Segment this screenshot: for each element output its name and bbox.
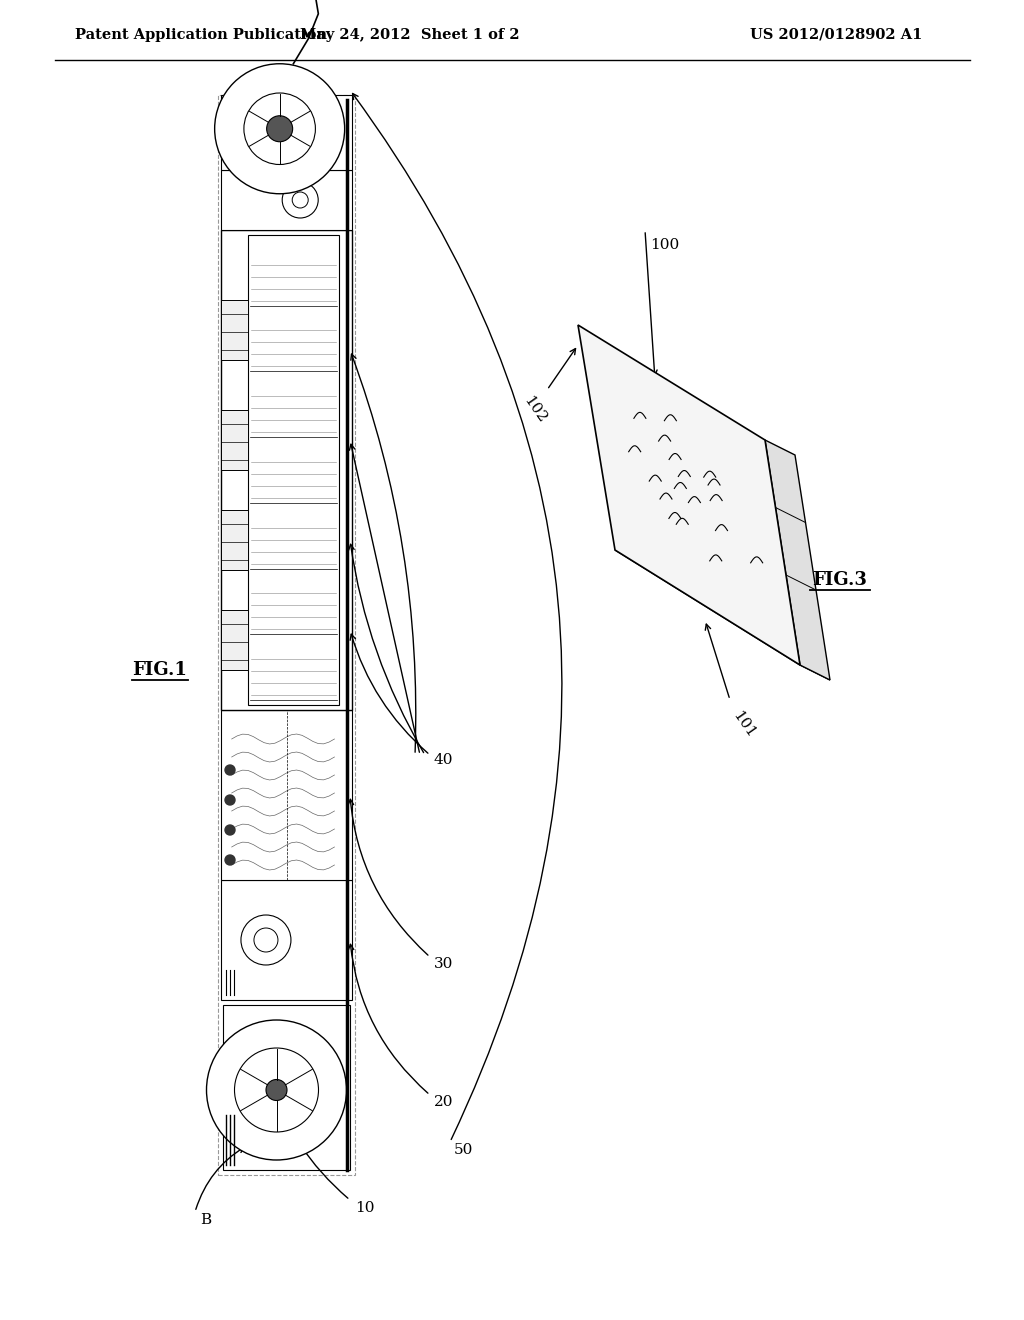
- Circle shape: [207, 1020, 346, 1160]
- Circle shape: [292, 191, 308, 209]
- Text: 20: 20: [434, 1096, 454, 1109]
- Text: B: B: [200, 1213, 211, 1228]
- Text: FIG.1: FIG.1: [132, 661, 187, 678]
- Text: 100: 100: [650, 238, 679, 252]
- Circle shape: [241, 915, 291, 965]
- Text: 30: 30: [434, 957, 454, 972]
- Text: 10: 10: [355, 1201, 375, 1214]
- Circle shape: [215, 63, 345, 194]
- Bar: [221, 610, 249, 671]
- Text: FIG.3: FIG.3: [813, 572, 867, 589]
- Bar: [218, 95, 355, 1175]
- Text: 50: 50: [454, 1143, 473, 1158]
- Circle shape: [266, 1080, 287, 1101]
- Bar: [221, 300, 249, 360]
- Bar: [221, 95, 352, 170]
- Circle shape: [225, 766, 234, 775]
- Bar: [221, 230, 352, 710]
- Bar: [221, 411, 249, 470]
- Text: Patent Application Publication: Patent Application Publication: [75, 28, 327, 42]
- Circle shape: [225, 855, 234, 865]
- Polygon shape: [615, 550, 830, 680]
- Bar: [223, 1005, 350, 1170]
- Bar: [248, 235, 339, 705]
- Bar: [221, 880, 352, 1001]
- Text: 101: 101: [730, 709, 758, 741]
- Circle shape: [225, 795, 234, 805]
- Circle shape: [225, 825, 234, 836]
- Text: 102: 102: [521, 393, 549, 426]
- Circle shape: [244, 92, 315, 165]
- Text: May 24, 2012  Sheet 1 of 2: May 24, 2012 Sheet 1 of 2: [300, 28, 520, 42]
- Polygon shape: [765, 440, 830, 680]
- Text: US 2012/0128902 A1: US 2012/0128902 A1: [750, 28, 923, 42]
- Circle shape: [283, 182, 318, 218]
- Circle shape: [234, 1048, 318, 1133]
- Circle shape: [254, 928, 278, 952]
- Bar: [221, 510, 249, 570]
- Polygon shape: [578, 325, 800, 665]
- Bar: [221, 710, 352, 880]
- Text: 40: 40: [434, 752, 454, 767]
- Bar: [221, 170, 352, 230]
- Circle shape: [266, 116, 293, 141]
